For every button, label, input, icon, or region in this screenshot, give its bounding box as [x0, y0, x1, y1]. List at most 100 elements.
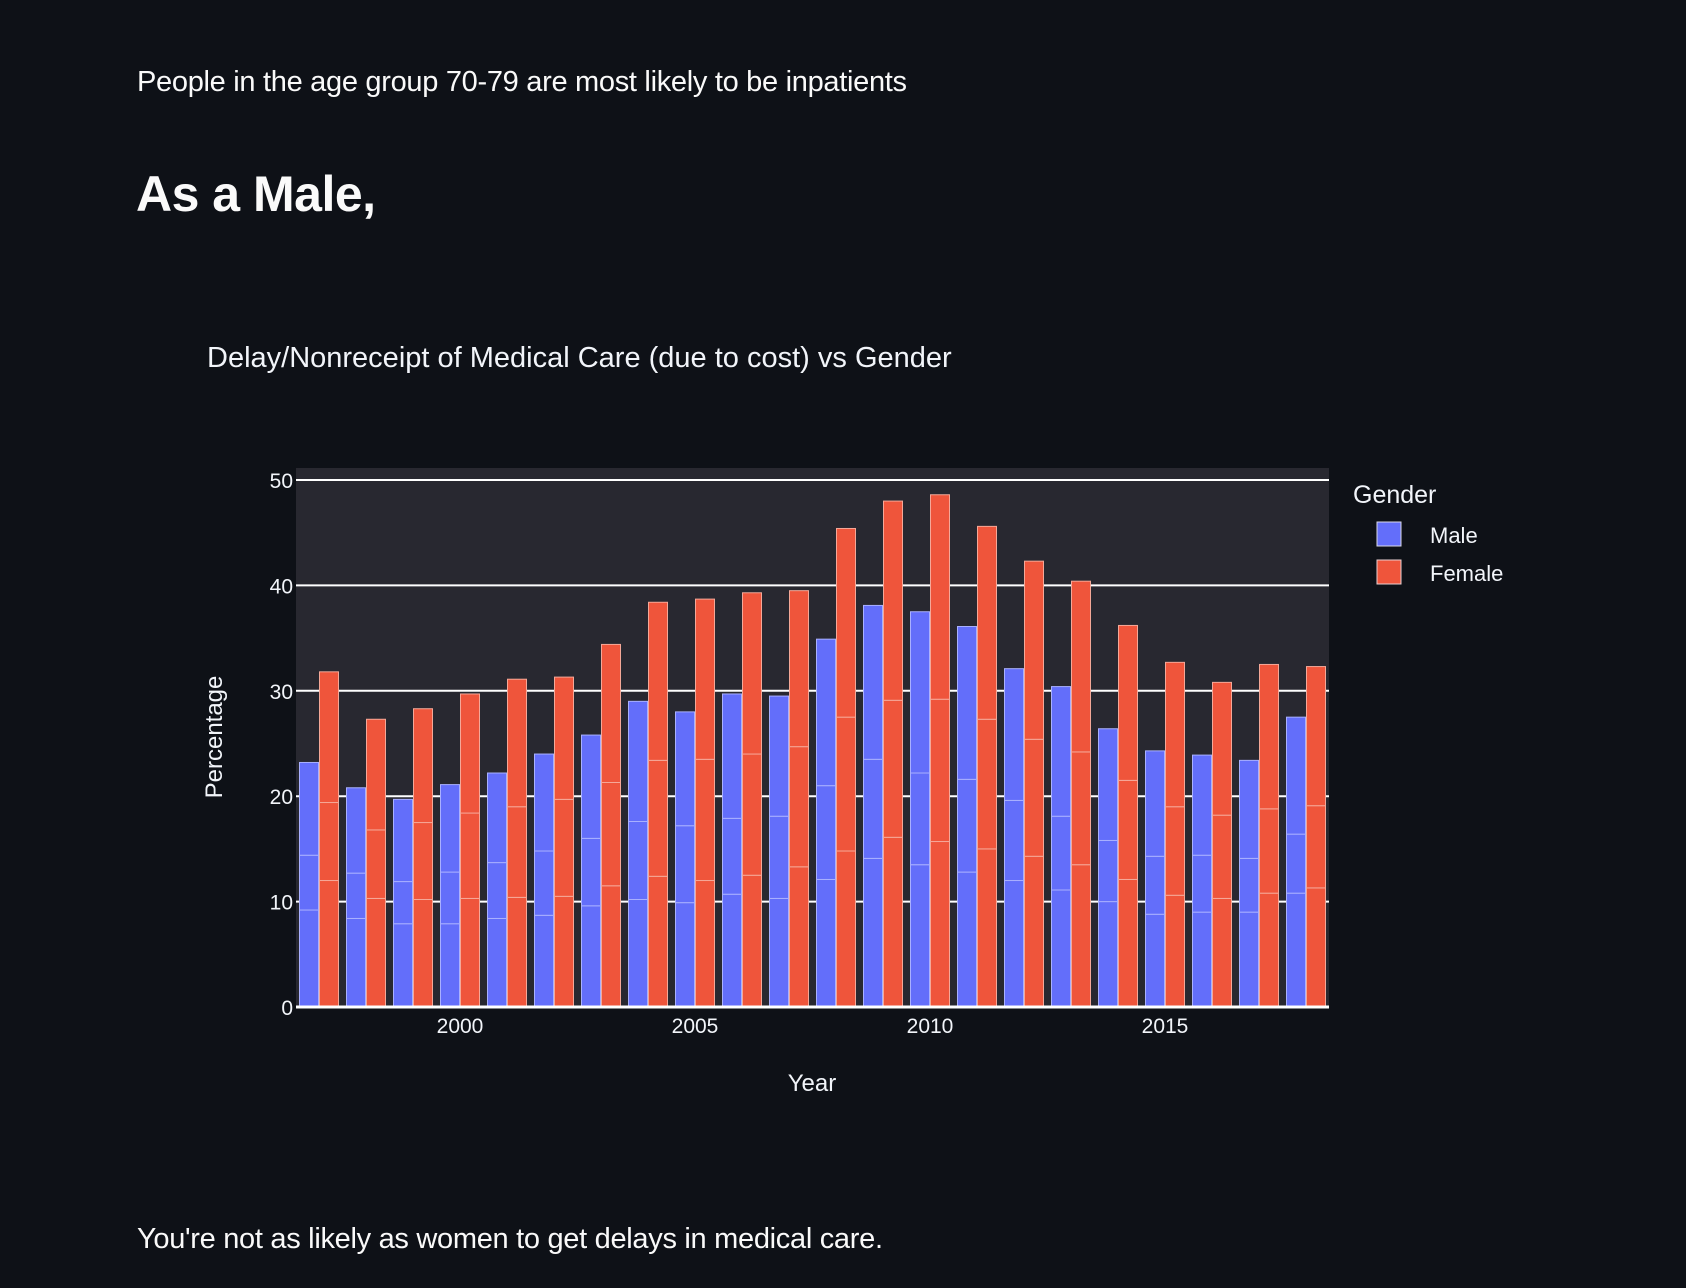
- bar-male-2003-segment-3[interactable]: [581, 734, 601, 839]
- bar-male-2017-segment-2[interactable]: [1239, 857, 1259, 913]
- bar-male-2001-segment-3[interactable]: [487, 772, 507, 864]
- bar-female-2005-segment-3[interactable]: [695, 598, 715, 760]
- bar-male-2000-segment-3[interactable]: [440, 784, 460, 873]
- bar-male-2014-segment-2[interactable]: [1098, 839, 1118, 903]
- bar-male-2010-segment-3[interactable]: [910, 611, 930, 774]
- legend-item-female[interactable]: Female: [1376, 559, 1503, 586]
- bar-female-2010-segment-3[interactable]: [930, 494, 950, 700]
- bar-male-2011-segment-3[interactable]: [957, 626, 977, 780]
- bar-female-2006-segment-3[interactable]: [742, 592, 762, 755]
- bar-female-2012-segment-2[interactable]: [1024, 738, 1044, 857]
- bar-female-2017-segment-1[interactable]: [1259, 892, 1279, 1008]
- bar-female-2016-segment-1[interactable]: [1212, 897, 1232, 1008]
- bar-male-2009-segment-3[interactable]: [863, 604, 883, 760]
- bar-female-2014-segment-3[interactable]: [1118, 624, 1138, 781]
- bar-female-1997-segment-3[interactable]: [319, 671, 339, 804]
- bar-female-2012-segment-1[interactable]: [1024, 855, 1044, 1008]
- bar-male-2013-segment-3[interactable]: [1051, 686, 1071, 817]
- bar-male-1999-segment-3[interactable]: [393, 798, 413, 883]
- bar-male-2018-segment-3[interactable]: [1286, 716, 1306, 835]
- bar-female-2007-segment-1[interactable]: [789, 866, 809, 1008]
- bar-female-2008-segment-3[interactable]: [836, 527, 856, 718]
- bar-female-1998-segment-3[interactable]: [366, 718, 386, 831]
- bar-male-2006-segment-1[interactable]: [722, 893, 742, 1008]
- bar-male-2003-segment-2[interactable]: [581, 837, 601, 907]
- bar-male-2004-segment-1[interactable]: [628, 898, 648, 1008]
- bar-male-2005-segment-3[interactable]: [675, 711, 695, 827]
- bar-female-2006-segment-1[interactable]: [742, 874, 762, 1008]
- bar-female-2000-segment-3[interactable]: [460, 693, 480, 814]
- bar-female-2015-segment-2[interactable]: [1165, 806, 1185, 896]
- bar-female-1999-segment-3[interactable]: [413, 708, 433, 824]
- bar-male-2008-segment-3[interactable]: [816, 638, 836, 787]
- bar-male-2009-segment-1[interactable]: [863, 857, 883, 1008]
- bar-male-2008-segment-2[interactable]: [816, 785, 836, 880]
- bar-female-1997-segment-2[interactable]: [319, 802, 339, 882]
- bar-male-1997-segment-1[interactable]: [299, 909, 319, 1008]
- bar-female-2017-segment-2[interactable]: [1259, 808, 1279, 894]
- bar-female-2018-segment-3[interactable]: [1306, 666, 1326, 807]
- bar-male-2012-segment-2[interactable]: [1004, 799, 1024, 882]
- bar-female-2008-segment-2[interactable]: [836, 716, 856, 852]
- bar-male-2004-segment-3[interactable]: [628, 700, 648, 822]
- bar-male-2003-segment-1[interactable]: [581, 905, 601, 1008]
- bar-male-2010-segment-2[interactable]: [910, 772, 930, 866]
- bar-female-2004-segment-3[interactable]: [648, 601, 668, 761]
- legend-item-male[interactable]: Male: [1376, 521, 1478, 548]
- bar-female-2005-segment-2[interactable]: [695, 758, 715, 882]
- bar-female-2002-segment-1[interactable]: [554, 895, 574, 1008]
- bar-female-2011-segment-2[interactable]: [977, 718, 997, 850]
- bar-male-1997-segment-2[interactable]: [299, 854, 319, 911]
- bar-female-2007-segment-2[interactable]: [789, 746, 809, 868]
- bar-female-2009-segment-1[interactable]: [883, 836, 903, 1008]
- bar-male-2016-segment-3[interactable]: [1192, 754, 1212, 856]
- bar-male-2007-segment-3[interactable]: [769, 695, 789, 817]
- bar-female-2011-segment-3[interactable]: [977, 525, 997, 720]
- bar-male-2001-segment-2[interactable]: [487, 862, 507, 919]
- bar-male-2008-segment-1[interactable]: [816, 878, 836, 1008]
- bar-female-2013-segment-3[interactable]: [1071, 580, 1091, 753]
- bar-male-1998-segment-1[interactable]: [346, 917, 366, 1008]
- bar-female-2014-segment-2[interactable]: [1118, 779, 1138, 880]
- bar-female-2009-segment-3[interactable]: [883, 500, 903, 701]
- bar-female-2004-segment-1[interactable]: [648, 875, 668, 1008]
- bar-male-2002-segment-2[interactable]: [534, 850, 554, 916]
- bar-male-2000-segment-2[interactable]: [440, 871, 460, 925]
- bar-female-2018-segment-1[interactable]: [1306, 887, 1326, 1008]
- bar-female-1999-segment-2[interactable]: [413, 822, 433, 900]
- bar-female-2016-segment-2[interactable]: [1212, 814, 1232, 899]
- bar-male-2006-segment-2[interactable]: [722, 817, 742, 895]
- bar-female-2018-segment-2[interactable]: [1306, 805, 1326, 889]
- bar-female-2003-segment-3[interactable]: [601, 643, 621, 783]
- bar-male-2015-segment-3[interactable]: [1145, 750, 1165, 857]
- bar-male-2013-segment-2[interactable]: [1051, 815, 1071, 891]
- bar-female-2009-segment-2[interactable]: [883, 699, 903, 838]
- bar-female-1999-segment-1[interactable]: [413, 898, 433, 1008]
- bar-male-2007-segment-1[interactable]: [769, 897, 789, 1008]
- bar-female-2013-segment-1[interactable]: [1071, 864, 1091, 1008]
- bar-female-2007-segment-3[interactable]: [789, 590, 809, 748]
- bar-female-2002-segment-2[interactable]: [554, 798, 574, 897]
- bar-female-2000-segment-1[interactable]: [460, 897, 480, 1008]
- bar-male-2016-segment-2[interactable]: [1192, 854, 1212, 913]
- bar-male-2001-segment-1[interactable]: [487, 917, 507, 1008]
- bar-male-2009-segment-2[interactable]: [863, 758, 883, 859]
- bar-female-2015-segment-1[interactable]: [1165, 894, 1185, 1008]
- bar-male-2011-segment-2[interactable]: [957, 778, 977, 873]
- bar-male-2014-segment-3[interactable]: [1098, 728, 1118, 841]
- bar-female-2003-segment-2[interactable]: [601, 781, 621, 887]
- bar-female-2002-segment-3[interactable]: [554, 676, 574, 800]
- bar-female-2010-segment-2[interactable]: [930, 698, 950, 843]
- bar-male-1998-segment-2[interactable]: [346, 872, 366, 919]
- bar-male-1999-segment-2[interactable]: [393, 881, 413, 925]
- bar-male-2002-segment-3[interactable]: [534, 753, 554, 852]
- bar-female-1997-segment-1[interactable]: [319, 880, 339, 1008]
- bar-male-2015-segment-2[interactable]: [1145, 855, 1165, 915]
- bar-female-2010-segment-1[interactable]: [930, 841, 950, 1008]
- bar-female-2001-segment-1[interactable]: [507, 896, 527, 1008]
- bar-male-2014-segment-1[interactable]: [1098, 901, 1118, 1008]
- bar-female-2012-segment-3[interactable]: [1024, 560, 1044, 740]
- bar-male-2011-segment-1[interactable]: [957, 871, 977, 1008]
- bar-female-2004-segment-2[interactable]: [648, 759, 668, 877]
- bar-male-2016-segment-1[interactable]: [1192, 911, 1212, 1008]
